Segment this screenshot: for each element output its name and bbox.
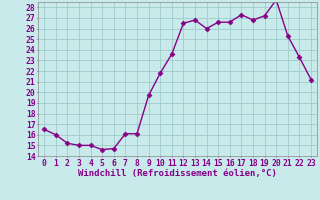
- X-axis label: Windchill (Refroidissement éolien,°C): Windchill (Refroidissement éolien,°C): [78, 169, 277, 178]
